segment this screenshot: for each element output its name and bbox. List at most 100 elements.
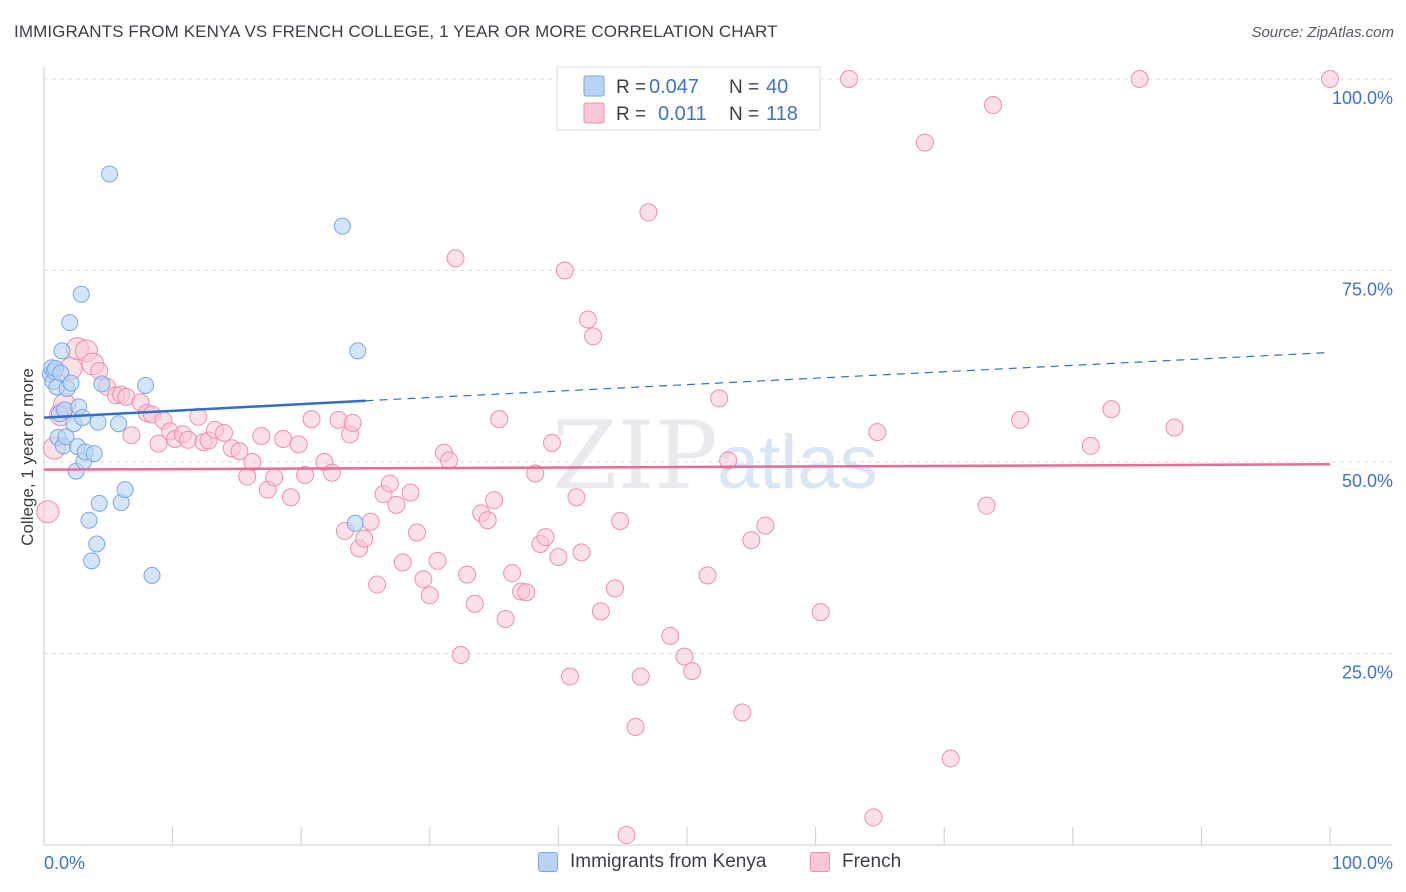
french-point bbox=[915, 133, 934, 152]
french-point bbox=[368, 575, 387, 594]
french-point bbox=[428, 551, 447, 570]
french-point bbox=[149, 434, 168, 453]
french-point bbox=[683, 662, 702, 681]
french-point bbox=[393, 553, 412, 572]
french-point bbox=[1165, 418, 1184, 437]
french-point bbox=[984, 96, 1003, 115]
french-point bbox=[584, 327, 603, 346]
legend-r-value-kenya: 0.047 bbox=[649, 76, 699, 98]
legend-r-value-french: 0.011 bbox=[658, 103, 707, 125]
french-point bbox=[215, 423, 234, 442]
french-point bbox=[414, 570, 433, 589]
french-point bbox=[591, 602, 610, 621]
french-point bbox=[605, 579, 624, 598]
french-point bbox=[710, 389, 729, 408]
french-point bbox=[355, 529, 374, 548]
kenya-point bbox=[346, 514, 364, 532]
french-point bbox=[1081, 436, 1100, 455]
french-point bbox=[639, 203, 658, 222]
y-axis-label: College, 1 year or more bbox=[18, 368, 37, 546]
french-point bbox=[611, 511, 630, 530]
bottom-legend-swatch-french bbox=[810, 852, 830, 872]
kenya-point bbox=[116, 481, 134, 499]
french-point bbox=[440, 451, 459, 470]
bottom-legend-item-french: French bbox=[810, 851, 901, 873]
french-point bbox=[661, 626, 680, 645]
kenya-point bbox=[88, 535, 106, 553]
french-point bbox=[1130, 70, 1149, 88]
y-tick-label: 50.0% bbox=[1342, 471, 1393, 491]
french-point bbox=[490, 410, 509, 429]
axes bbox=[43, 67, 1392, 846]
x-tick-labels: 0.0% 100.0% bbox=[44, 853, 1393, 873]
y-tick-labels: 25.0% 50.0% 75.0% 100.0% bbox=[1332, 88, 1393, 683]
kenya-point bbox=[52, 364, 70, 382]
bottom-legend: Immigrants from Kenya French bbox=[0, 851, 1406, 877]
source-credit: Source: ZipAtlas.com bbox=[1251, 24, 1394, 41]
french-point bbox=[742, 531, 761, 550]
french-point bbox=[698, 566, 717, 585]
y-tick-label: 100.0% bbox=[1332, 88, 1393, 108]
kenya-point bbox=[61, 314, 79, 332]
french-point bbox=[549, 547, 568, 566]
stats-legend: R = 0.047 N = 40 R = 0.011 N = 118 bbox=[556, 66, 821, 131]
x-axis-ticks bbox=[172, 827, 1331, 845]
french-point bbox=[864, 808, 883, 827]
french-point bbox=[296, 466, 315, 485]
french-point bbox=[756, 516, 775, 535]
french-point bbox=[868, 423, 887, 442]
kenya-point bbox=[90, 494, 108, 512]
kenya-point bbox=[72, 285, 90, 303]
x-tick-label: 0.0% bbox=[44, 853, 85, 873]
french-point bbox=[941, 749, 960, 768]
french-point bbox=[407, 523, 426, 542]
french-point bbox=[542, 433, 561, 452]
french-point bbox=[281, 488, 300, 507]
legend-r-label-french: R = bbox=[616, 104, 646, 125]
french-point bbox=[36, 500, 60, 524]
legend-n-label-kenya: N = bbox=[729, 77, 759, 98]
french-point bbox=[252, 426, 271, 445]
kenya-trend-line bbox=[43, 399, 366, 419]
french-point bbox=[536, 528, 555, 547]
french-point bbox=[733, 703, 752, 722]
french-point bbox=[230, 442, 249, 461]
french-points bbox=[36, 70, 1339, 845]
kenya-point bbox=[62, 374, 80, 392]
legend-r-label-kenya: R = bbox=[616, 77, 646, 98]
french-point bbox=[496, 610, 515, 629]
french-point bbox=[380, 474, 399, 493]
french-point bbox=[485, 491, 504, 510]
kenya-trend-extension bbox=[365, 351, 1331, 402]
kenya-point bbox=[53, 342, 71, 360]
kenya-point bbox=[137, 376, 155, 394]
kenya-point bbox=[74, 409, 92, 427]
french-point bbox=[465, 594, 484, 613]
kenya-point bbox=[89, 413, 107, 431]
french-point bbox=[458, 565, 477, 584]
french-point bbox=[1321, 70, 1339, 88]
french-point bbox=[560, 667, 579, 686]
chart-title: IMMIGRANTS FROM KENYA VS FRENCH COLLEGE,… bbox=[14, 22, 778, 41]
legend-swatch-kenya bbox=[583, 75, 605, 97]
french-point bbox=[343, 413, 362, 432]
y-tick-label: 75.0% bbox=[1342, 280, 1393, 300]
kenya-point bbox=[85, 445, 103, 463]
french-point bbox=[243, 453, 262, 471]
french-point bbox=[478, 511, 497, 530]
legend-n-value-french: 118 bbox=[766, 103, 798, 125]
watermark: ZIP atlas bbox=[552, 402, 878, 511]
legend-n-label-french: N = bbox=[729, 104, 759, 125]
french-point bbox=[977, 496, 996, 515]
y-tick-label: 25.0% bbox=[1342, 663, 1393, 683]
french-point bbox=[517, 583, 536, 602]
french-point bbox=[675, 647, 694, 666]
french-point bbox=[289, 435, 308, 454]
kenya-point bbox=[349, 342, 367, 360]
french-point bbox=[578, 310, 597, 329]
kenya-point bbox=[83, 552, 101, 570]
bottom-legend-item-kenya: Immigrants from Kenya bbox=[538, 851, 766, 873]
french-point bbox=[526, 464, 545, 483]
french-point bbox=[265, 468, 284, 487]
french-point bbox=[503, 564, 522, 583]
